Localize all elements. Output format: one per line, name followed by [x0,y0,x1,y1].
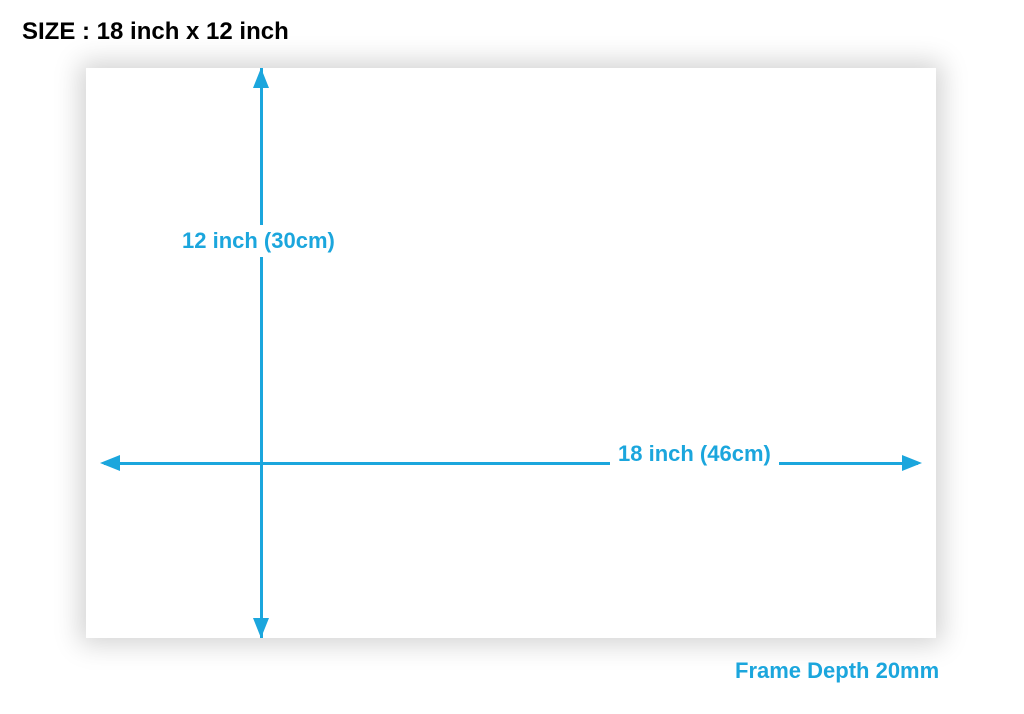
size-title: SIZE : 18 inch x 12 inch [22,18,289,46]
vertical-dimension-label: 12 inch (30cm) [176,225,341,257]
vertical-dimension-line [260,68,263,638]
arrowhead-left-icon [100,455,120,471]
horizontal-dimension-line [104,462,918,465]
frame-rectangle [86,68,936,638]
arrowhead-right-icon [902,455,922,471]
frame-depth-label: Frame Depth 20mm [735,658,939,684]
arrowhead-down-icon [253,618,269,638]
horizontal-dimension-label: 18 inch (46cm) [610,438,779,470]
arrowhead-up-icon [253,68,269,88]
